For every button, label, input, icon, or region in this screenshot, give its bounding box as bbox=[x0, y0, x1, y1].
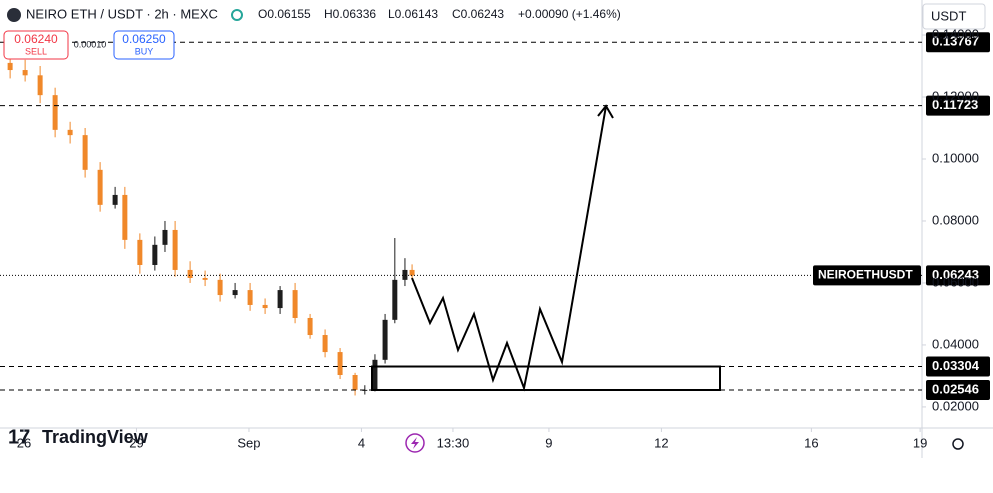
symbol-label: NEIROETHUSDT bbox=[818, 268, 913, 282]
low: L0.06143 bbox=[388, 7, 438, 21]
y-tick-label: 0.08000 bbox=[932, 212, 979, 227]
candle-body bbox=[172, 229, 178, 270]
level-label: 0.02546 bbox=[932, 381, 979, 396]
sell-button[interactable] bbox=[3, 30, 69, 60]
level-label: 0.13767 bbox=[932, 34, 979, 49]
y-tick-label: 0.10000 bbox=[932, 150, 979, 165]
candle-body bbox=[37, 75, 43, 96]
buy-label: BUY bbox=[135, 46, 154, 56]
candle-body bbox=[152, 244, 158, 265]
candle-body bbox=[277, 290, 283, 309]
status-dot bbox=[231, 9, 243, 21]
sell-price: 0.06240 bbox=[14, 32, 58, 46]
brand: TradingView bbox=[42, 427, 149, 447]
candle-body bbox=[392, 279, 398, 320]
candle-body bbox=[337, 352, 343, 376]
candle-body bbox=[97, 169, 103, 205]
level-label-box bbox=[926, 356, 990, 377]
x-tick-label: Sep bbox=[237, 435, 260, 450]
candle-body bbox=[137, 239, 143, 265]
buy-price: 0.06250 bbox=[122, 32, 166, 46]
level-label: 0.03304 bbox=[932, 358, 980, 373]
level-label: 0.11723 bbox=[932, 97, 978, 112]
candle-body bbox=[262, 304, 268, 309]
candle-body bbox=[372, 359, 378, 390]
buy-button[interactable] bbox=[113, 30, 175, 60]
x-tick-label: 29 bbox=[129, 435, 143, 450]
candle-body bbox=[122, 194, 128, 240]
x-tick-label: 4 bbox=[358, 435, 365, 450]
candle-body bbox=[112, 194, 118, 205]
y-tick-label: 0.14000 bbox=[932, 26, 979, 41]
plot bbox=[7, 53, 415, 396]
x-tick-label: 13:30 bbox=[437, 435, 470, 450]
candle-body bbox=[352, 375, 358, 390]
zigzag-path bbox=[411, 105, 607, 392]
symbol-label-box bbox=[813, 265, 921, 286]
candle-body bbox=[7, 62, 13, 71]
sell-label: SELL bbox=[25, 46, 47, 56]
y-tick-label: 0.12000 bbox=[932, 88, 979, 103]
high: H0.06336 bbox=[324, 7, 376, 21]
candle-body bbox=[202, 277, 208, 280]
settings-icon[interactable] bbox=[952, 438, 964, 450]
candle-body bbox=[232, 290, 238, 296]
x-tick-label: 26 bbox=[17, 435, 31, 450]
candle-body bbox=[292, 290, 298, 318]
level-label-box bbox=[926, 32, 990, 53]
candle-body bbox=[162, 229, 168, 245]
candle-body bbox=[67, 129, 73, 136]
level-label-box bbox=[926, 380, 990, 401]
y-tick-label: 0.04000 bbox=[932, 336, 979, 351]
candle-body bbox=[307, 317, 313, 336]
candle-body bbox=[402, 269, 408, 280]
x-tick-label: 9 bbox=[545, 435, 552, 450]
level-label-box bbox=[926, 95, 990, 116]
candle-body bbox=[217, 279, 223, 296]
logo-mark: 17 bbox=[8, 426, 30, 448]
symbol[interactable]: NEIRO ETH / USDT · 2h · MEXC bbox=[26, 6, 218, 21]
x-tick-label: 12 bbox=[654, 435, 668, 450]
candle-body bbox=[187, 269, 193, 278]
currency-button[interactable] bbox=[922, 3, 986, 30]
y-tick-label: 0.06000 bbox=[932, 274, 979, 289]
support-zone bbox=[371, 365, 721, 392]
close: C0.06243 bbox=[452, 7, 504, 21]
x-tick-label: 16 bbox=[804, 435, 818, 450]
spread: 0.00010 bbox=[74, 39, 107, 49]
candle-body bbox=[322, 335, 328, 353]
symbol-icon bbox=[7, 8, 21, 22]
candle-body bbox=[409, 269, 415, 276]
x-tick-label: 19 bbox=[913, 435, 927, 450]
open: O0.06155 bbox=[258, 7, 311, 21]
candle-body bbox=[22, 70, 28, 76]
events-bolt bbox=[411, 437, 419, 449]
y-tick-label: 0.02000 bbox=[932, 398, 979, 413]
change: +0.00090 (+1.46%) bbox=[518, 7, 621, 21]
last-price-box bbox=[926, 265, 990, 286]
candle-body bbox=[82, 135, 88, 170]
last-price-label: 0.06243 bbox=[932, 267, 979, 282]
currency: USDT bbox=[931, 8, 966, 23]
candle-body bbox=[382, 319, 388, 360]
candle-body bbox=[247, 290, 253, 305]
candle-body bbox=[52, 95, 58, 130]
